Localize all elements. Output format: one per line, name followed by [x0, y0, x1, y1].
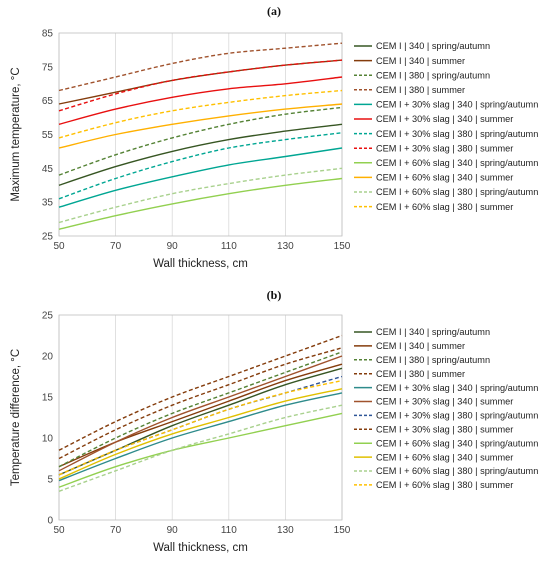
x-tick-label: 50 [53, 241, 65, 252]
y-tick-label: 45 [42, 164, 54, 175]
x-axis-label: Wall thickness, cm [153, 542, 248, 554]
series-line [58, 42, 343, 92]
y-tick-label: 25 [42, 232, 54, 243]
panel-label: (a) [267, 4, 281, 18]
legend-entry: CEM I | 340 | spring/autumn [376, 327, 490, 337]
legend-entry: CEM I + 30% slag | 380 | summer [376, 425, 513, 435]
x-tick-label: 50 [53, 525, 65, 536]
series-line [58, 412, 343, 488]
x-tick-label: 130 [277, 241, 294, 252]
y-tick-label: 10 [42, 434, 54, 445]
legend-entry: CEM I | 380 | summer [376, 85, 465, 95]
series-line [58, 392, 343, 482]
legend-entry: CEM I + 60% slag | 380 | spring/autumn [376, 187, 538, 197]
series-line [58, 334, 343, 451]
y-tick-label: 25 [42, 311, 54, 322]
series-line [58, 355, 343, 472]
legend-entry: CEM I + 60% slag | 340 | summer [376, 173, 513, 183]
y-tick-label: 5 [47, 475, 53, 486]
series-line [58, 388, 343, 480]
series-line [58, 379, 343, 476]
series-line [58, 367, 343, 476]
legend-entry: CEM I + 30% slag | 340 | spring/autumn [376, 383, 538, 393]
legend-entry: CEM I | 340 | summer [376, 341, 465, 351]
legend-entry: CEM I + 30% slag | 340 | spring/autumn [376, 100, 538, 110]
y-tick-label: 35 [42, 198, 54, 209]
series-line [58, 89, 343, 139]
series-line [58, 167, 343, 224]
plot-frame [58, 314, 343, 521]
y-tick-label: 65 [42, 96, 54, 107]
x-tick-label: 110 [221, 525, 237, 536]
series-line [58, 59, 343, 112]
y-tick-label: 0 [47, 516, 53, 527]
x-tick-label: 130 [277, 525, 294, 536]
legend: CEM I | 340 | spring/autumn CEM I | 340 |… [354, 41, 538, 212]
legend-entry: CEM I + 30% slag | 380 | spring/autumn [376, 129, 538, 139]
y-axis-label: Maximum temperature, °C [10, 67, 22, 201]
series-line [58, 147, 343, 208]
chart-panel-a: (a) 50 70 90 110 130 150 25 35 45 55 65 75 85 Wall thi… [10, 4, 538, 270]
legend-entry: CEM I | 340 | summer [376, 56, 465, 66]
legend-entry: CEM I | 380 | spring/autumn [376, 355, 490, 365]
plot-frame [58, 32, 343, 237]
series-line [58, 106, 343, 176]
x-tick-label: 70 [110, 525, 122, 536]
legend-entry: CEM I + 60% slag | 380 | summer [376, 480, 513, 490]
y-tick-label: 15 [42, 393, 54, 404]
legend-entry: CEM I | 380 | spring/autumn [376, 70, 490, 80]
legend-entry: CEM I + 60% slag | 340 | spring/autumn [376, 158, 538, 168]
x-axis-label: Wall thickness, cm [153, 258, 248, 270]
panel-label: (b) [267, 288, 282, 302]
series-line [58, 103, 343, 149]
legend-entry: CEM I + 60% slag | 380 | spring/autumn [376, 466, 538, 476]
x-tick-label: 150 [334, 525, 351, 536]
legend-entry: CEM I + 30% slag | 380 | summer [376, 143, 513, 153]
series-line [58, 132, 343, 200]
series-line [58, 177, 343, 230]
legend-entry: CEM I + 30% slag | 340 | summer [376, 114, 513, 124]
series-line [58, 123, 343, 186]
x-tick-label: 150 [334, 241, 351, 252]
legend-entry: CEM I + 60% slag | 380 | summer [376, 202, 513, 212]
legend-entry: CEM I + 30% slag | 340 | summer [376, 397, 513, 407]
legend-entry: CEM I + 60% slag | 340 | spring/autumn [376, 438, 538, 448]
x-tick-label: 90 [167, 241, 179, 252]
x-tick-label: 70 [110, 241, 122, 252]
y-axis-label: Temperature difference, °C [10, 349, 22, 486]
x-tick-label: 110 [221, 241, 237, 252]
legend-entry: CEM I + 60% slag | 340 | summer [376, 452, 513, 462]
chart-panel-b: (b) 50 70 90 110 130 150 0 5 10 15 20 25 Wall thickne… [10, 288, 538, 554]
y-tick-label: 85 [42, 29, 54, 40]
legend: CEM I | 340 | spring/autumn CEM I | 340 |… [354, 327, 538, 490]
x-tick-label: 90 [167, 525, 179, 536]
legend-entry: CEM I + 30% slag | 380 | spring/autumn [376, 411, 538, 421]
series-line [58, 404, 343, 492]
series-line [58, 76, 343, 125]
y-tick-label: 20 [42, 352, 54, 363]
y-tick-label: 75 [42, 62, 54, 73]
legend-entry: CEM I | 340 | spring/autumn [376, 41, 490, 51]
legend-entry: CEM I | 380 | summer [376, 369, 465, 379]
y-tick-label: 55 [42, 130, 54, 141]
